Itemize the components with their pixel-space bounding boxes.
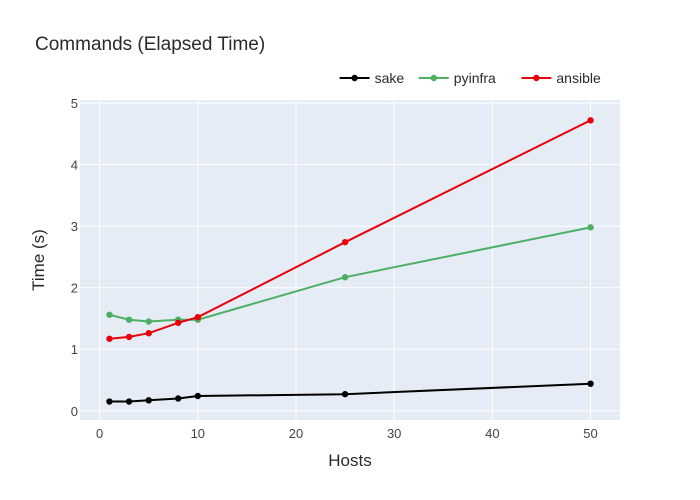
data-point-sake — [174, 395, 182, 402]
x-tick-label: 0 — [96, 426, 103, 441]
data-point-sake — [106, 398, 113, 405]
grid — [80, 100, 620, 420]
plot-area — [80, 100, 620, 420]
x-tick-label: 20 — [289, 426, 303, 441]
data-point-pyinfra — [145, 318, 152, 325]
data-point-sake — [145, 397, 152, 404]
y-tick-label: 0 — [71, 404, 78, 419]
series-group — [106, 117, 594, 405]
chart-title: Commands (Elapsed Time) — [35, 34, 265, 55]
legend-swatch-marker — [533, 74, 540, 82]
legend-item-pyinfra[interactable]: pyinfra — [418, 70, 496, 86]
data-point-pyinfra — [125, 316, 133, 323]
x-tick-label: 10 — [191, 426, 205, 441]
legend-swatch-marker — [351, 74, 358, 82]
y-axis-ticks: 0 1 2 3 4 5 — [71, 96, 78, 419]
data-point-ansible — [145, 330, 152, 337]
series-ansible — [106, 117, 594, 342]
data-point-ansible — [194, 314, 202, 321]
legend-label: pyinfra — [454, 70, 496, 86]
y-tick-label: 3 — [71, 219, 78, 234]
legend[interactable]: ansible pyinfra sake — [339, 70, 601, 86]
series-sake — [106, 380, 594, 405]
legend-label: sake — [375, 70, 405, 86]
data-point-sake — [341, 390, 349, 398]
data-point-ansible — [174, 319, 182, 326]
legend-label: ansible — [556, 70, 601, 86]
x-tick-label: 30 — [387, 426, 401, 441]
y-tick-label: 1 — [71, 342, 78, 357]
y-tick-label: 5 — [71, 96, 78, 111]
data-point-sake — [194, 392, 202, 400]
data-point-ansible — [125, 333, 133, 341]
x-axis-ticks: 0 10 20 30 40 50 — [96, 426, 598, 441]
data-point-sake — [587, 380, 594, 387]
y-tick-label: 2 — [71, 281, 78, 296]
data-point-sake — [125, 398, 133, 405]
x-axis-label: Hosts — [328, 451, 371, 470]
data-point-pyinfra — [106, 311, 113, 318]
legend-item-ansible[interactable]: ansible — [521, 70, 601, 86]
legend-item-sake[interactable]: sake — [339, 70, 405, 86]
data-point-ansible — [587, 117, 594, 124]
y-tick-label: 4 — [71, 158, 78, 173]
data-point-pyinfra — [587, 224, 594, 231]
data-point-ansible — [106, 335, 113, 342]
y-axis-label: Time (s) — [29, 229, 48, 291]
legend-swatch-marker — [430, 74, 437, 82]
x-tick-label: 40 — [485, 426, 499, 441]
data-point-ansible — [341, 238, 349, 246]
data-point-pyinfra — [341, 274, 349, 281]
x-tick-label: 50 — [583, 426, 597, 441]
